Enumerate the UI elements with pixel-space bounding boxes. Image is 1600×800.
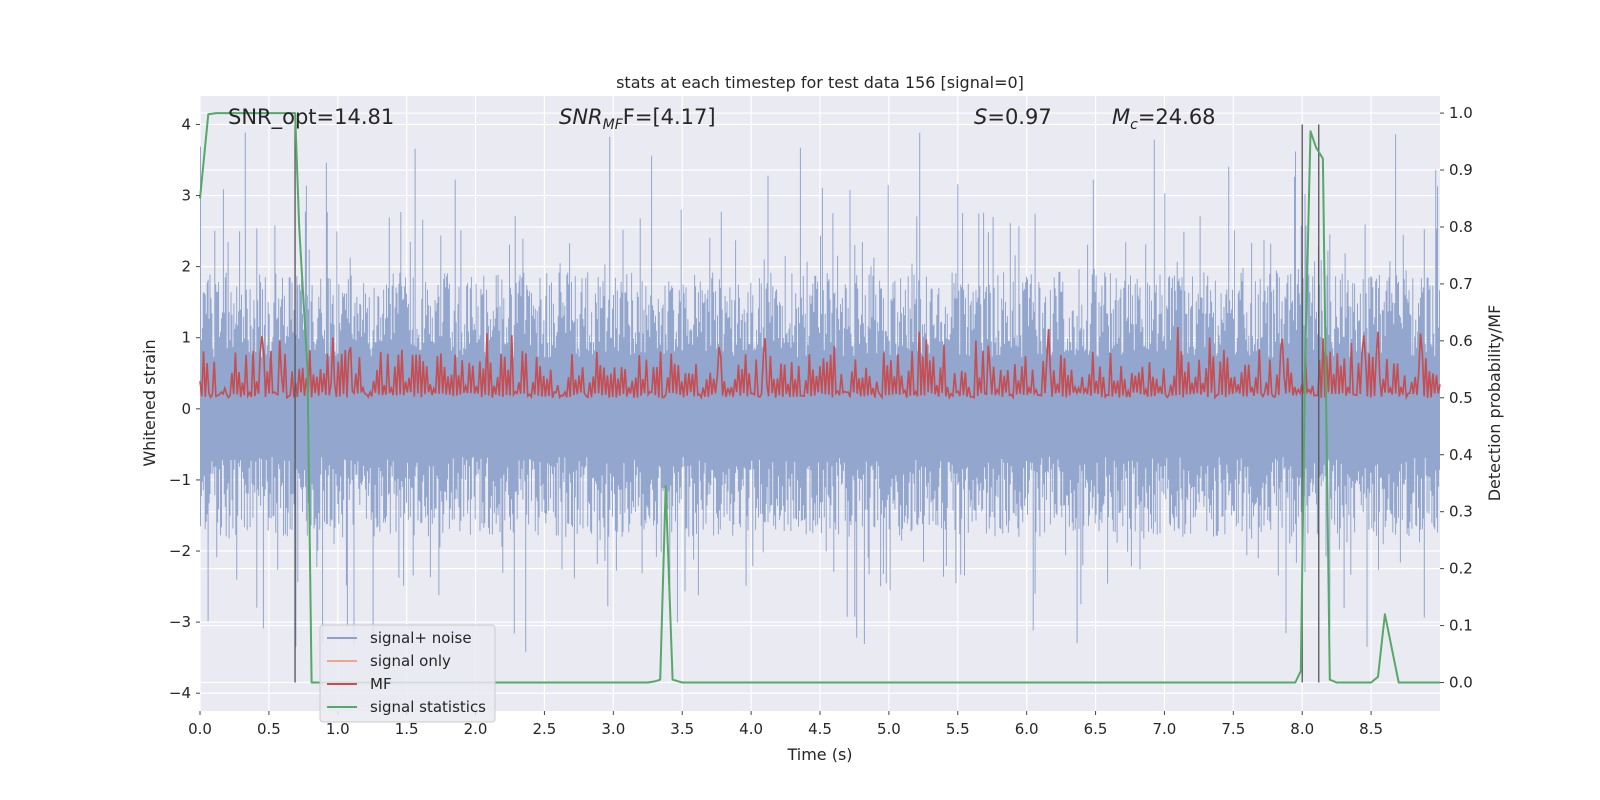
annotation-snr-mf: SNRMFF=[4.17] — [559, 105, 716, 133]
x-tick-label: 8.0 — [1290, 720, 1314, 738]
x-axis-ticks: 0.0 0.5 1.0 1.5 2.0 2.5 3.0 3.5 4.0 4.5 5.0 5.5 6.0 6… — [188, 711, 1383, 738]
x-tick-label: 8.5 — [1359, 720, 1383, 738]
y-tick-label: −4 — [169, 684, 191, 702]
x-tick-label: 0.0 — [188, 720, 212, 738]
y-right-tick-label: 0.8 — [1449, 218, 1473, 236]
left-axis-ticks: 4 3 2 1 0 −1 −2 −3 −4 — [169, 115, 200, 702]
x-tick-label: 3.0 — [601, 720, 625, 738]
legend-label-signal-statistics: signal statistics — [370, 698, 486, 716]
annotation-snr-opt: SNR_opt=14.81 — [228, 105, 394, 130]
x-tick-label: 5.0 — [877, 720, 901, 738]
annotation-mc-var: M — [1112, 105, 1130, 129]
annotation-snr-mf-suffix: F=[4.17] — [623, 105, 716, 129]
y-tick-label: −2 — [169, 542, 191, 560]
legend-box — [319, 624, 496, 723]
annotation-snr-mf-sub: MF — [603, 117, 624, 133]
y-right-tick-label: 0.0 — [1449, 674, 1473, 692]
series-signal-statistics — [199, 112, 1440, 684]
x-axis-label: Time (s) — [786, 745, 852, 764]
y-tick-label: −1 — [169, 471, 191, 489]
mf-line — [199, 326, 1441, 401]
y-right-tick-label: 0.4 — [1449, 446, 1473, 464]
x-tick-label: 4.0 — [739, 720, 763, 738]
x-tick-label: 1.5 — [395, 720, 419, 738]
y-tick-label: −3 — [169, 613, 191, 631]
annotation-mc: Mc=24.68 — [1112, 105, 1216, 133]
y-right-tick-label: 0.1 — [1449, 617, 1473, 635]
right-axis-ticks: 1.0 0.9 0.8 0.7 0.6 0.5 0.4 0.3 0.2 0.1 0.0 — [1440, 104, 1473, 692]
y-tick-label: 2 — [181, 258, 191, 276]
series-mf — [199, 326, 1441, 401]
y-tick-label: 1 — [181, 329, 191, 347]
legend-label-mf: MF — [370, 675, 392, 693]
annotation-s-value: =0.97 — [987, 105, 1051, 129]
x-tick-label: 6.0 — [1015, 720, 1039, 738]
y-right-tick-label: 0.9 — [1449, 161, 1473, 179]
x-tick-label: 5.5 — [946, 720, 970, 738]
y-right-tick-label: 0.2 — [1449, 560, 1473, 578]
legend: signal+ noise signal only MF signal stat… — [319, 624, 496, 723]
y-axis-right-label: Detection probability/MF — [1485, 305, 1504, 502]
annotation-s-var: S — [974, 105, 987, 129]
x-tick-label: 6.5 — [1084, 720, 1108, 738]
annotation-s: S=0.97 — [974, 105, 1052, 129]
x-tick-label: 2.5 — [533, 720, 557, 738]
y-tick-label: 4 — [181, 115, 191, 133]
x-tick-label: 4.5 — [808, 720, 832, 738]
y-axis-label: Whitened strain — [140, 339, 159, 466]
x-tick-label: 0.5 — [257, 720, 281, 738]
legend-label-signal-only: signal only — [370, 652, 451, 670]
chart-title: stats at each timestep for test data 156… — [616, 73, 1024, 92]
annotation-mc-value: =24.68 — [1138, 105, 1216, 129]
x-tick-label: 1.0 — [326, 720, 350, 738]
y-tick-label: 0 — [181, 400, 191, 418]
y-right-tick-label: 0.7 — [1449, 275, 1473, 293]
x-tick-label: 7.0 — [1153, 720, 1177, 738]
y-right-tick-label: 0.5 — [1449, 389, 1473, 407]
x-tick-label: 3.5 — [670, 720, 694, 738]
x-tick-label: 2.0 — [464, 720, 488, 738]
y-right-tick-label: 0.3 — [1449, 503, 1473, 521]
x-tick-label: 7.5 — [1221, 720, 1245, 738]
y-right-tick-label: 0.6 — [1449, 332, 1473, 350]
y-tick-label: 3 — [181, 187, 191, 205]
annotation-snr-mf-prefix: SNR — [559, 105, 603, 129]
legend-label-signal-noise: signal+ noise — [370, 629, 472, 647]
signal-statistics-line — [199, 112, 1440, 684]
annotation-mc-sub: c — [1130, 117, 1138, 133]
y-right-tick-label: 1.0 — [1449, 104, 1473, 122]
